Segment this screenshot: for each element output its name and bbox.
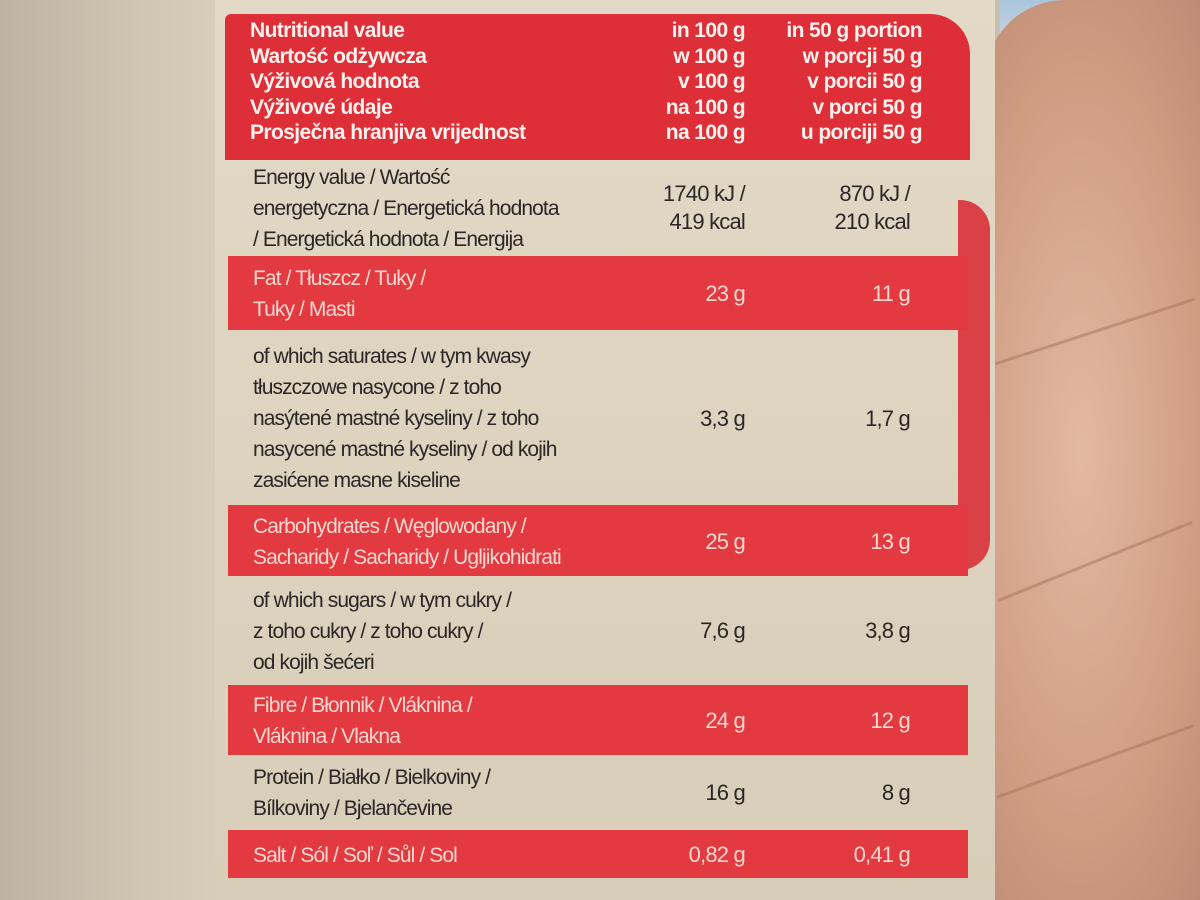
header-per-portion: v porci 50 g [812, 95, 922, 119]
header-per-portion: v porcii 50 g [807, 70, 922, 93]
nutrient-label: Energy value / Wartość [253, 165, 450, 189]
nutrient-label: z toho cukry / z toho cukry / [253, 619, 483, 643]
nutrient-row: Carbohydrates / Węglowodany / Sacharidy /… [0, 505, 1000, 578]
value-per-portion: 3,8 g [865, 618, 911, 643]
nutrient-label: nasýtené mastné kyseliny / z toho [253, 407, 539, 430]
nutrient-label: Sacharidy / Sacharidy / Ugljikohidrati [253, 545, 562, 569]
nutrient-label: Bílkoviny / Bjelančevine [253, 797, 453, 820]
nutrient-row: of which saturates / w tym kwasy tłuszczo… [0, 332, 1000, 505]
value-per-100g: 7,6 g [700, 618, 746, 643]
value-per-portion: 870 kJ / [839, 181, 910, 206]
row-highlight-band [228, 685, 968, 755]
nutrient-row: Protein / Białko / Bielkoviny / Bílkoviny… [0, 757, 1000, 829]
value-per-portion: 0,41 g [853, 842, 911, 867]
nutrient-row: Fibre / Błonnik / Vláknina / Vláknina / V… [0, 685, 1000, 757]
header-per-100g: na 100 g [665, 121, 746, 144]
header-label: Wartość odżywcza [250, 44, 427, 68]
nutrient-row: Fat / Tłuszcz / Tuky / Tuky / Masti 23 g 11… [0, 256, 1000, 332]
nutrient-label: of which saturates / w tym kwasy [253, 345, 531, 368]
value-per-portion: 12 g [870, 708, 910, 733]
nutrient-label: Protein / Białko / Bielkoviny / [253, 766, 491, 789]
value-per-100g: 0,82 g [688, 842, 746, 867]
nutrient-label: zasićene masne kiseline [253, 469, 461, 492]
value-per-100g: 25 g [705, 528, 745, 554]
nutrient-label: od kojih šećeri [253, 650, 375, 674]
nutrient-row: Energy value / Wartość energetyczna / Ene… [0, 160, 1000, 256]
row-highlight-band [228, 505, 968, 576]
row-highlight-band [228, 830, 968, 878]
header-per-100g: in 100 g [671, 19, 746, 42]
nutrient-label: Salt / Sól / Soľ / Sůl / Sol [253, 843, 458, 867]
nutrient-label: / Energetická hodnota / Energija [253, 227, 524, 251]
header-per-100g: na 100 g [665, 95, 746, 119]
header-label: Prosječna hranjiva vrijednost [250, 121, 526, 144]
value-per-portion: 8 g [881, 780, 911, 805]
hand [985, 0, 1200, 900]
nutrient-label: energetyczna / Energetická hodnota [253, 196, 560, 220]
nutrient-label: Tuky / Masti [253, 298, 356, 321]
header-per-portion: in 50 g portion [786, 19, 922, 42]
nutrient-label: Vláknina / Vlakna [253, 725, 401, 748]
header-label: Výživové údaje [250, 95, 393, 119]
value-per-100g: 419 kcal [669, 209, 745, 234]
nutrient-label: Fibre / Błonnik / Vláknina / [253, 694, 473, 717]
value-per-100g: 23 g [705, 281, 745, 306]
value-per-100g: 3,3 g [700, 405, 746, 431]
header-label: Výživová hodnota [250, 70, 420, 93]
value-per-100g: 24 g [705, 708, 745, 733]
value-per-portion: 13 g [870, 528, 910, 554]
row-highlight-band [228, 256, 968, 330]
background-surface [0, 0, 240, 900]
value-per-portion: 1,7 g [865, 405, 911, 431]
header-label: Nutritional value [250, 19, 405, 42]
header-per-portion: u porciji 50 g [800, 121, 923, 144]
value-per-100g: 1740 kJ / [662, 181, 746, 206]
nutrient-label: Carbohydrates / Węglowodany / [253, 514, 527, 538]
nutrition-table-header [225, 14, 970, 160]
nutrient-label: tłuszczowe nasycone / z toho [253, 376, 502, 399]
nutrient-label: Fat / Tłuszcz / Tuky / [253, 267, 426, 290]
value-per-portion: 210 kcal [834, 209, 910, 234]
value-per-100g: 16 g [705, 780, 745, 805]
nutrient-row: Salt / Sól / Soľ / Sůl / Sol 0,82 g 0,41 g [0, 830, 1000, 880]
header-per-100g: v 100 g [677, 70, 746, 93]
value-per-portion: 11 g [872, 281, 911, 306]
nutrient-label: nasycené mastné kyseliny / od kojih [253, 438, 557, 461]
header-per-100g: w 100 g [673, 44, 745, 68]
nutrient-row: of which sugars / w tym cukry / z toho cu… [0, 578, 1000, 684]
nutrient-label: of which sugars / w tym cukry / [253, 588, 512, 612]
header-per-portion: w porcji 50 g [802, 44, 923, 68]
